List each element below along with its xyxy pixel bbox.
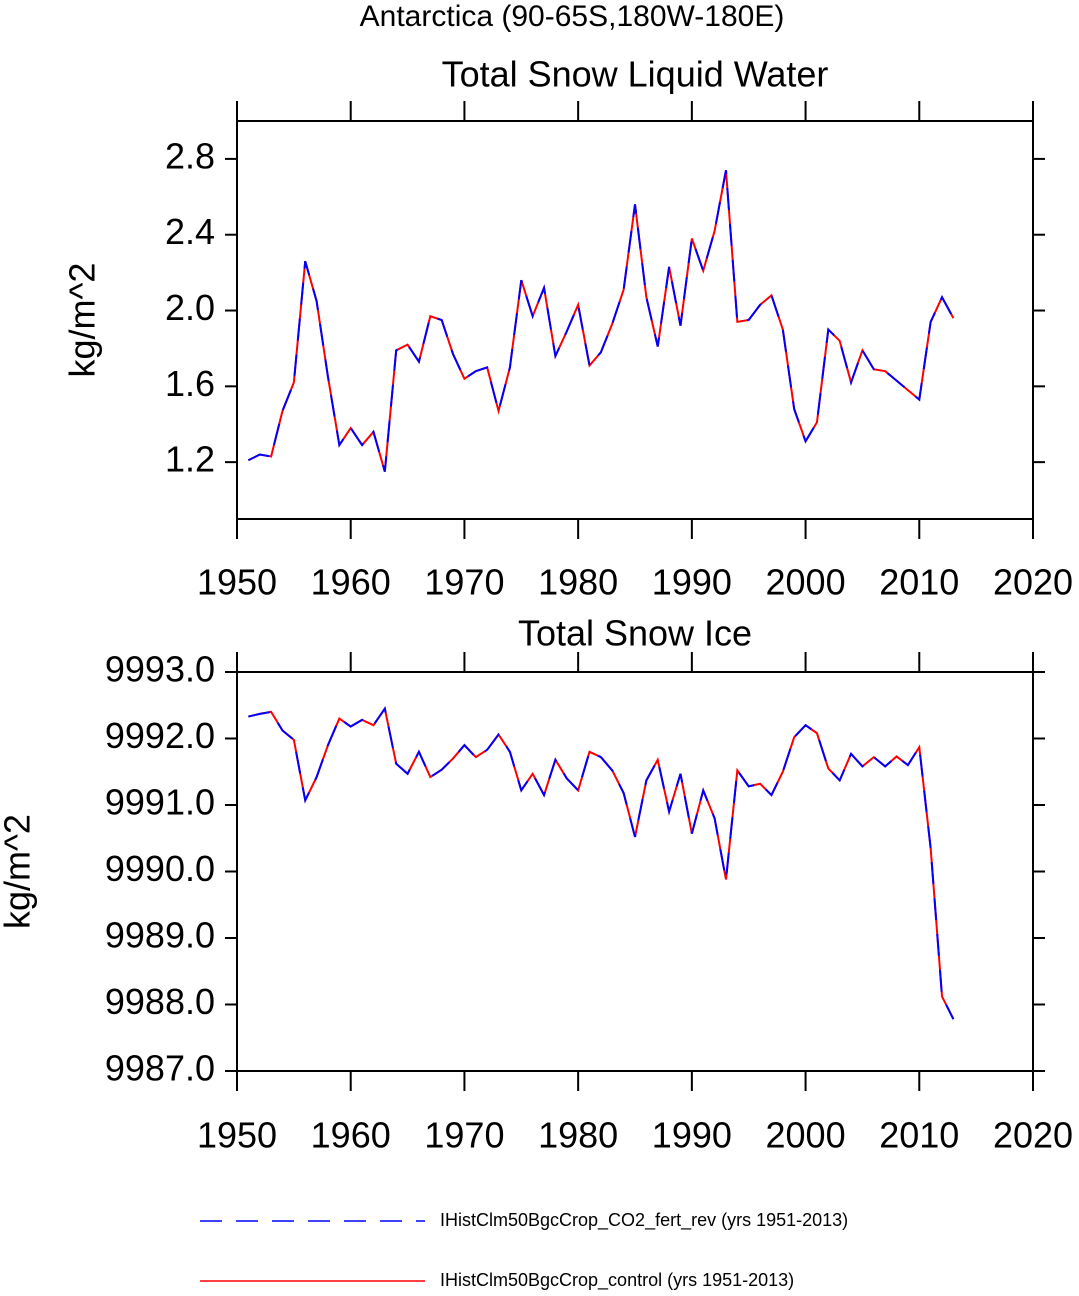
y-tick-label: 1.2 xyxy=(165,439,215,480)
y-tick-label: 9993.0 xyxy=(105,649,215,690)
y-tick-label: 9992.0 xyxy=(105,715,215,756)
series-line xyxy=(248,706,955,1020)
y-axis-label: kg/m^2 xyxy=(0,814,38,929)
plot-frame xyxy=(236,671,1034,1072)
y-tick-label: 9991.0 xyxy=(105,782,215,823)
x-tick-label: 1990 xyxy=(652,1115,732,1156)
legend-label: IHistClm50BgcCrop_control (yrs 1951-2013… xyxy=(440,1270,794,1291)
x-tick-label: 2010 xyxy=(879,562,959,603)
chart-title: Total Snow Liquid Water xyxy=(442,54,829,95)
y-axis-label: kg/m^2 xyxy=(62,263,103,378)
x-tick-label: 2020 xyxy=(993,562,1073,603)
x-tick-label: 2020 xyxy=(993,1115,1073,1156)
y-tick-label: 1.6 xyxy=(165,363,215,404)
y-tick-label: 2.8 xyxy=(165,135,215,176)
x-tick-label: 2000 xyxy=(766,1115,846,1156)
x-tick-label: 1950 xyxy=(197,1115,277,1156)
x-tick-label: 1950 xyxy=(197,562,277,603)
legend-label: IHistClm50BgcCrop_CO2_fert_rev (yrs 1951… xyxy=(440,1210,848,1231)
y-tick-label: 9988.0 xyxy=(105,981,215,1022)
x-tick-label: 1990 xyxy=(652,562,732,603)
x-tick-label: 1960 xyxy=(311,1115,391,1156)
series-line xyxy=(247,170,955,472)
x-tick-label: 1980 xyxy=(538,1115,618,1156)
y-tick-label: 9990.0 xyxy=(105,848,215,889)
series-line xyxy=(248,706,955,1020)
chart-title: Total Snow Ice xyxy=(518,613,752,654)
x-tick-label: 1980 xyxy=(538,562,618,603)
plot-frame xyxy=(236,120,1034,520)
x-tick-label: 2000 xyxy=(766,562,846,603)
series-line xyxy=(247,170,955,472)
y-tick-label: 9989.0 xyxy=(105,915,215,956)
y-tick-label: 2.4 xyxy=(165,211,215,252)
x-tick-label: 1960 xyxy=(311,562,391,603)
x-tick-label: 1970 xyxy=(424,562,504,603)
x-tick-label: 2010 xyxy=(879,1115,959,1156)
y-tick-label: 9987.0 xyxy=(105,1048,215,1089)
figure-title: Antarctica (90-65S,180W-180E) xyxy=(360,0,785,33)
x-tick-label: 1970 xyxy=(424,1115,504,1156)
y-tick-label: 2.0 xyxy=(165,287,215,328)
